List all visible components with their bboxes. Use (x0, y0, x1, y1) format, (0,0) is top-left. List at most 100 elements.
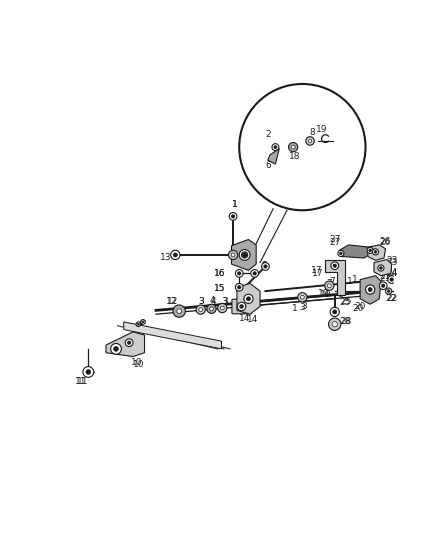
Polygon shape (124, 322, 221, 349)
Text: 19: 19 (318, 289, 329, 298)
Text: 11: 11 (75, 377, 86, 386)
Text: 25: 25 (338, 298, 350, 307)
Circle shape (305, 137, 314, 145)
Circle shape (378, 282, 386, 289)
Circle shape (217, 303, 226, 313)
Text: 26: 26 (378, 238, 389, 247)
Circle shape (328, 318, 340, 330)
Circle shape (339, 252, 342, 255)
Polygon shape (367, 245, 385, 260)
Text: 22: 22 (385, 294, 396, 303)
Circle shape (297, 293, 306, 302)
Circle shape (271, 144, 278, 151)
Text: 20: 20 (353, 302, 365, 311)
Text: 26: 26 (379, 237, 390, 246)
Circle shape (368, 249, 371, 252)
Text: 2: 2 (264, 130, 270, 139)
Text: 1: 1 (231, 200, 237, 209)
Text: 18: 18 (248, 297, 260, 305)
Circle shape (377, 265, 383, 271)
Text: 27: 27 (328, 235, 339, 244)
Circle shape (136, 322, 140, 327)
Circle shape (196, 305, 205, 314)
Circle shape (239, 249, 250, 260)
Text: 23: 23 (386, 258, 397, 267)
Circle shape (365, 285, 374, 294)
Circle shape (290, 145, 294, 149)
Text: 25: 25 (340, 297, 351, 305)
Circle shape (235, 270, 243, 277)
Circle shape (237, 286, 240, 289)
Text: 7: 7 (326, 279, 332, 288)
Circle shape (250, 270, 258, 277)
Text: 24: 24 (386, 269, 397, 278)
Text: 3: 3 (198, 297, 203, 305)
Text: 12: 12 (166, 297, 177, 305)
Circle shape (231, 215, 234, 218)
Text: 17: 17 (310, 266, 321, 275)
Circle shape (330, 262, 338, 270)
Circle shape (173, 253, 177, 257)
Text: 14: 14 (238, 313, 250, 322)
Polygon shape (373, 260, 391, 276)
Text: 12: 12 (167, 297, 178, 305)
Text: 23: 23 (386, 256, 397, 265)
Circle shape (243, 254, 245, 256)
Circle shape (177, 309, 181, 313)
Circle shape (246, 297, 250, 301)
Text: 9: 9 (261, 261, 266, 270)
Circle shape (381, 284, 384, 287)
Text: 1: 1 (231, 200, 237, 209)
Circle shape (387, 276, 395, 284)
Text: 11: 11 (77, 377, 88, 386)
Text: 16: 16 (214, 269, 225, 278)
Text: 28: 28 (340, 318, 351, 326)
Circle shape (83, 367, 93, 377)
Circle shape (332, 310, 336, 314)
Circle shape (385, 288, 391, 294)
Text: 1: 1 (291, 304, 297, 313)
Text: 7: 7 (328, 277, 334, 286)
Polygon shape (231, 239, 256, 270)
Circle shape (137, 323, 139, 325)
Text: 4: 4 (210, 297, 215, 305)
Circle shape (206, 304, 215, 313)
Circle shape (327, 284, 331, 288)
Text: 5: 5 (249, 297, 254, 305)
Circle shape (173, 305, 185, 317)
Text: 3: 3 (220, 297, 226, 305)
Circle shape (110, 343, 121, 354)
Circle shape (229, 213, 237, 220)
Text: 19: 19 (319, 290, 330, 300)
Text: 8: 8 (309, 128, 314, 137)
Circle shape (273, 146, 276, 149)
Circle shape (252, 272, 256, 275)
Text: 3: 3 (222, 297, 228, 305)
Circle shape (261, 263, 268, 270)
Text: 17: 17 (311, 269, 323, 278)
Text: 4: 4 (209, 296, 215, 305)
Circle shape (308, 140, 311, 142)
Text: 22: 22 (385, 294, 396, 303)
Text: 18: 18 (248, 298, 260, 307)
Text: 15: 15 (214, 284, 225, 293)
Circle shape (386, 290, 389, 293)
Text: 28: 28 (338, 318, 350, 326)
Circle shape (141, 321, 144, 323)
Circle shape (209, 307, 213, 311)
Circle shape (324, 281, 333, 290)
Circle shape (337, 251, 343, 256)
Circle shape (170, 251, 180, 260)
Text: 9: 9 (261, 261, 266, 270)
Circle shape (366, 247, 372, 253)
Circle shape (389, 278, 392, 281)
Text: 5: 5 (251, 302, 256, 311)
Text: 1: 1 (351, 275, 357, 284)
Circle shape (125, 339, 133, 346)
Text: 3: 3 (300, 302, 306, 311)
Circle shape (237, 302, 245, 311)
Circle shape (371, 249, 378, 255)
Circle shape (231, 253, 234, 257)
Text: 15: 15 (214, 284, 225, 293)
Text: 6: 6 (265, 161, 271, 170)
